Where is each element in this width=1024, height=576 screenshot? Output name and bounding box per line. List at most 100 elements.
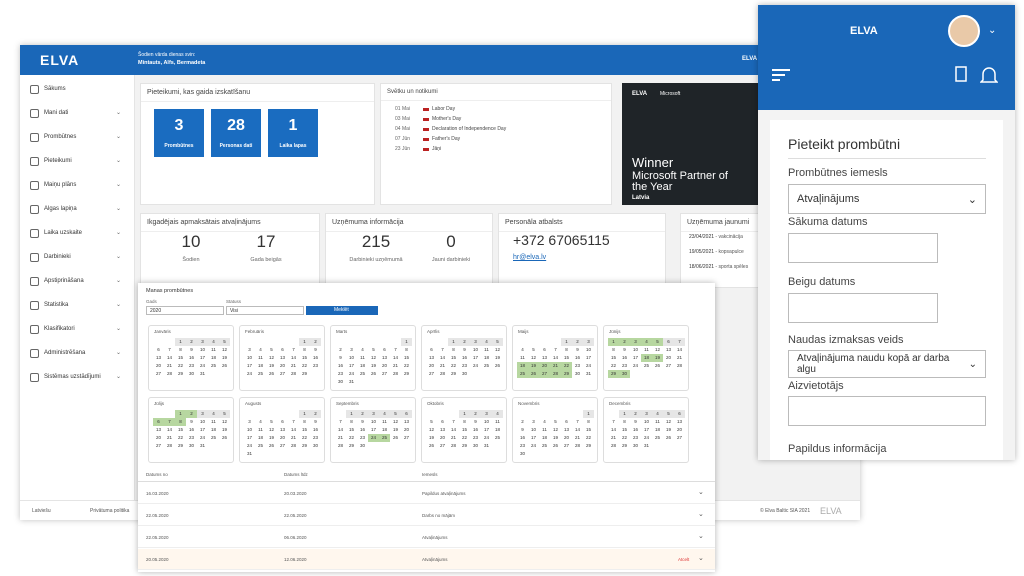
day[interactable]: 8 [179,347,182,352]
day[interactable]: 1 [619,410,630,418]
day[interactable]: 3 [641,410,652,418]
day[interactable]: 13 [403,419,409,424]
day[interactable]: 23 [337,371,343,376]
day[interactable]: 12 [268,427,274,432]
day[interactable]: 10 [483,419,489,424]
day[interactable]: 11 [382,419,387,424]
day[interactable]: 15 [585,427,591,432]
day[interactable]: 28 [450,443,456,448]
day[interactable]: 15 [621,427,627,432]
day[interactable]: 20 [155,363,161,368]
menu-chevron[interactable]: ⌄ [116,278,122,284]
day[interactable]: 5 [532,347,535,352]
day[interactable]: 29 [177,443,183,448]
day[interactable]: 5 [219,338,230,346]
logo[interactable]: ELVA [40,52,80,68]
bell-icon[interactable] [980,65,998,85]
day[interactable]: 5 [663,410,674,418]
pending-tile[interactable]: 1 Laika lapas [268,109,318,157]
day[interactable]: 19 [392,427,398,432]
day[interactable]: 13 [676,419,682,424]
day[interactable]: 13 [665,347,671,352]
day[interactable]: 17 [632,355,638,360]
day[interactable]: 1 [299,410,310,418]
day[interactable]: 16 [574,355,580,360]
day[interactable]: 14 [337,427,343,432]
day[interactable]: 1 [583,410,594,418]
day[interactable]: 27 [676,435,682,440]
day[interactable]: 29 [177,371,183,376]
day[interactable]: 7 [441,347,444,352]
day[interactable]: 6 [281,347,284,352]
day[interactable]: 2 [521,419,524,424]
day[interactable]: 10 [472,347,478,352]
day[interactable]: 6 [663,338,674,346]
day[interactable]: 26 [268,443,274,448]
day[interactable]: 1 [448,338,459,346]
day[interactable]: 22 [403,363,409,368]
day[interactable]: 22 [301,363,307,368]
day[interactable]: 12 [268,355,274,360]
day[interactable]: 13 [563,427,569,432]
day[interactable]: 3 [350,347,353,352]
status-select[interactable]: Visi [226,306,304,315]
day[interactable]: 9 [314,347,317,352]
day[interactable]: 9 [623,347,626,352]
day[interactable]: 26 [494,363,500,368]
day[interactable]: 11 [644,347,649,352]
menu-arrow[interactable]: ⌄ [988,25,997,36]
day[interactable]: 23 [188,363,194,368]
search-button[interactable]: Meklēt [306,306,378,315]
day[interactable]: 24 [246,443,252,448]
day[interactable]: 26 [665,435,671,440]
day[interactable]: 17 [585,355,591,360]
day[interactable]: 18 [210,355,216,360]
day[interactable]: 7 [554,347,557,352]
day[interactable]: 17 [370,427,376,432]
pay-select[interactable]: Atvaļinājuma naudu kopā ar darba algu ⌄ [788,350,986,378]
day[interactable]: 6 [565,419,568,424]
menu-item[interactable]: Mani dati [44,110,69,116]
menu-item[interactable]: Administrēšana [44,350,86,356]
day[interactable]: 18 [494,427,500,432]
menu-item[interactable]: Klasifikatori [44,326,75,332]
menu-icon[interactable] [30,229,39,238]
day[interactable]: 6 [401,410,412,418]
day[interactable]: 15 [563,355,569,360]
day[interactable]: 28 [337,443,343,448]
day[interactable]: 10 [643,419,649,424]
day[interactable]: 4 [259,347,262,352]
day[interactable]: 18 [517,362,528,370]
end-input[interactable] [788,293,938,323]
menu-chevron[interactable]: ⌄ [116,158,122,164]
day[interactable]: 31 [199,443,205,448]
day[interactable]: 15 [610,355,616,360]
hamburger[interactable] [772,68,792,84]
day[interactable]: 23 [632,435,638,440]
day[interactable]: 7 [612,419,615,424]
menu-item[interactable]: Laika uzskaite [44,230,83,236]
day[interactable]: 27 [563,443,569,448]
day[interactable]: 27 [381,371,387,376]
day[interactable]: 21 [450,435,456,440]
day[interactable]: 19 [528,362,539,370]
day[interactable]: 19 [221,355,227,360]
day[interactable]: 29 [301,443,307,448]
day[interactable]: 11 [495,419,500,424]
day[interactable]: 1 [346,410,357,418]
day[interactable]: 21 [166,435,172,440]
day[interactable]: 28 [439,371,445,376]
day[interactable]: 18 [641,354,652,362]
day[interactable]: 8 [303,419,306,424]
day[interactable]: 13 [155,355,161,360]
day[interactable]: 13 [439,427,445,432]
day[interactable]: 24 [483,435,489,440]
day[interactable]: 20 [539,362,550,370]
day[interactable]: 1 [561,338,572,346]
day[interactable]: 26 [654,363,660,368]
day[interactable]: 8 [350,419,353,424]
day[interactable]: 21 [290,435,296,440]
day[interactable]: 7 [452,419,455,424]
day[interactable]: 16 [621,355,627,360]
day[interactable]: 12 [530,355,536,360]
